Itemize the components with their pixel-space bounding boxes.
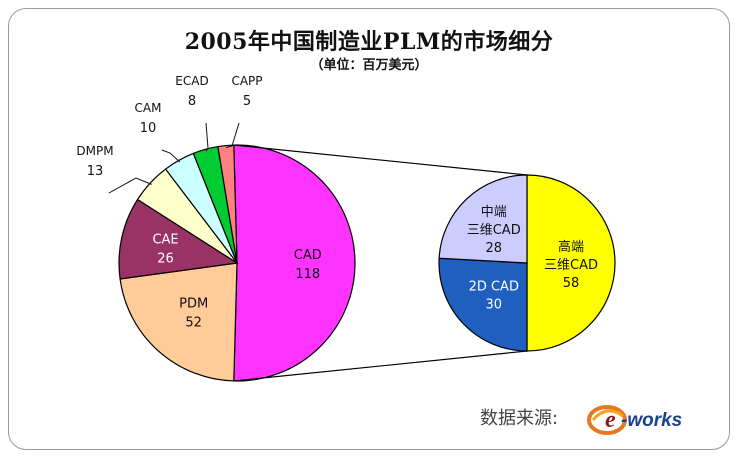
leader-line-capp	[225, 122, 240, 149]
label-capp: CAPP	[231, 74, 262, 88]
slice-cae	[118, 198, 239, 280]
sub-label-0-line2: 三维CAD	[544, 258, 598, 273]
leader-line-cam	[161, 149, 181, 163]
sub-slice-2d-cad-1	[438, 257, 528, 352]
chart-subtitle: （单位：百万美元）	[310, 58, 428, 73]
slice-pdm	[119, 262, 238, 382]
label-cam: CAM	[135, 101, 162, 115]
label-cad: CAD	[294, 248, 322, 263]
sub-label-1-line1: 2D CAD	[469, 279, 519, 294]
value-cam: 10	[140, 121, 157, 136]
sub-slice-cad-0	[526, 174, 616, 352]
slice-cad	[233, 144, 356, 382]
sub-value-0: 58	[563, 276, 580, 291]
slice-labels: CAD118PDM52CAE26DMPM13CAM10ECAD8CAPP5高端三…	[76, 74, 598, 330]
sub-value-1: 30	[486, 297, 503, 312]
leader-line-dmpm	[108, 177, 152, 194]
connector-bottom	[233, 350, 528, 382]
logo-wordmark: -works	[621, 410, 682, 431]
value-pdm: 52	[185, 315, 202, 330]
value-cad: 118	[295, 267, 320, 282]
sub-label-2-line1: 中端	[481, 205, 507, 220]
cad-breakdown-pie	[438, 174, 616, 352]
value-dmpm: 13	[87, 164, 104, 179]
connector-top	[233, 144, 528, 176]
value-cae: 26	[157, 251, 174, 266]
sub-slice-cad-2	[438, 174, 528, 264]
value-capp: 5	[243, 94, 251, 109]
label-dmpm: DMPM	[76, 144, 113, 158]
sub-label-0-line1: 高端	[558, 239, 584, 255]
label-pdm: PDM	[179, 296, 208, 311]
svg-text:e: e	[605, 407, 616, 433]
leader-line-ecad	[205, 122, 209, 152]
sub-label-2-line2: 三维CAD	[467, 223, 521, 238]
pie-connectors	[233, 144, 528, 382]
value-ecad: 8	[188, 94, 196, 109]
slice-capp	[217, 144, 238, 264]
main-pie	[118, 144, 356, 382]
source-label: 数据来源:	[480, 408, 559, 429]
sub-value-2: 28	[485, 241, 502, 256]
label-cae: CAE	[152, 232, 178, 247]
label-ecad: ECAD	[175, 74, 208, 88]
eworks-logo: e -works	[587, 405, 682, 435]
chart-title: 2005年中国制造业PLM的市场细分	[184, 29, 554, 55]
